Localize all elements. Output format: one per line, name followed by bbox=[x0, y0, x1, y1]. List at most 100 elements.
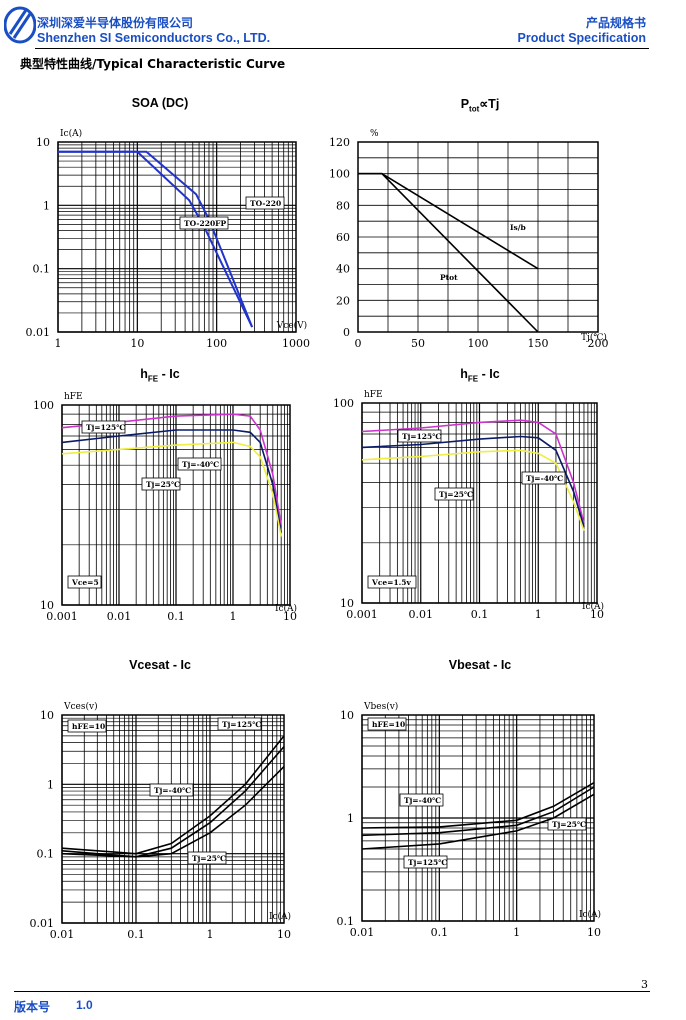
hfe1-title-sub: FE bbox=[147, 374, 159, 384]
y-tick-label: 100 bbox=[33, 399, 54, 412]
x-axis-label: Ic(A) bbox=[579, 909, 601, 920]
x-axis-label: Ic(A) bbox=[269, 911, 291, 922]
y-tick-label: 10 bbox=[40, 709, 54, 722]
series-label-box bbox=[521, 471, 566, 485]
version-value: 1.0 bbox=[76, 998, 93, 1012]
ptot-title-rest: ∝Tj bbox=[479, 97, 500, 111]
x-tick-label: 0.1 bbox=[431, 926, 449, 939]
hfe2-title-rest: - Ic bbox=[478, 367, 500, 381]
y-tick-label: 20 bbox=[336, 294, 350, 307]
x-tick-label: 0.1 bbox=[127, 928, 145, 941]
x-tick-label: 10 bbox=[283, 610, 297, 623]
chart-title-hfe2: hFE - Ic bbox=[400, 367, 560, 384]
note-label: Vce=1.5v bbox=[371, 578, 411, 587]
series-label-box bbox=[187, 851, 227, 865]
y-axis-label: hFE bbox=[64, 392, 83, 402]
doc-title-en: Product Specification bbox=[517, 31, 647, 45]
y-tick-label: 10 bbox=[340, 597, 354, 610]
x-tick-label: 1 bbox=[535, 608, 542, 621]
series-line bbox=[61, 441, 282, 537]
chart-title-vcesat: Vcesat - Ic bbox=[129, 658, 191, 672]
plot-frame bbox=[357, 141, 599, 333]
hfe2-title-main: h bbox=[460, 367, 468, 381]
x-tick-label: 10 bbox=[587, 926, 601, 939]
page-number: 3 bbox=[641, 978, 648, 991]
y-axis-label: Vbes(v) bbox=[363, 701, 398, 712]
note-box bbox=[367, 717, 407, 731]
series-line bbox=[361, 419, 585, 524]
series-label-box bbox=[179, 216, 229, 230]
series-line bbox=[361, 793, 595, 850]
x-tick-label: 0.01 bbox=[50, 928, 75, 941]
soa-chart: 1 10 100 1000 10 1 0.1 0.01 Vce(V) Ic(A) TO-220 TO-… bbox=[26, 128, 311, 350]
y-axis-label: hFE bbox=[364, 390, 383, 400]
series-label: Tj=125℃ bbox=[86, 423, 125, 432]
x-tick-label: 0.001 bbox=[46, 610, 78, 623]
series-label: Tj=125℃ bbox=[402, 432, 441, 441]
x-tick-label: 200 bbox=[588, 337, 609, 350]
y-tick-label: 0.01 bbox=[26, 326, 51, 339]
x-tick-label: 0.01 bbox=[350, 926, 375, 939]
y-tick-label: 1 bbox=[47, 778, 54, 791]
series-label: Ptot bbox=[440, 273, 458, 282]
x-tick-label: 0 bbox=[355, 337, 362, 350]
series-line bbox=[361, 435, 585, 528]
x-tick-label: 0.1 bbox=[471, 608, 489, 621]
y-axis-label: % bbox=[370, 129, 379, 139]
series-line bbox=[361, 449, 585, 531]
series-label-box bbox=[149, 783, 194, 797]
note-box bbox=[67, 575, 102, 589]
series-label: Tj=-40℃ bbox=[154, 786, 191, 795]
y-tick-label: 0.1 bbox=[37, 848, 55, 861]
series-label-box bbox=[81, 420, 126, 434]
x-tick-label: 0.1 bbox=[167, 610, 185, 623]
x-tick-label: 100 bbox=[206, 337, 227, 350]
doc-title-cn: 产品规格书 bbox=[585, 16, 646, 30]
y-tick-label: 0.1 bbox=[33, 263, 51, 276]
x-tick-label: 1000 bbox=[282, 337, 310, 350]
y-tick-label: 100 bbox=[330, 168, 350, 181]
x-tick-label: 1 bbox=[513, 926, 520, 939]
x-axis-label: Ic(A) bbox=[582, 601, 604, 612]
plot-frame bbox=[361, 714, 595, 922]
series-label: Tj=125℃ bbox=[408, 858, 447, 867]
series-label: Tj=25℃ bbox=[552, 820, 586, 829]
x-tick-label: 0.01 bbox=[409, 608, 434, 621]
y-tick-label: 60 bbox=[336, 231, 350, 244]
x-tick-label: 1 bbox=[207, 928, 214, 941]
y-tick-label: 100 bbox=[333, 397, 354, 410]
series-label-box bbox=[434, 487, 474, 501]
y-tick-label: 120 bbox=[330, 136, 350, 149]
series-label: Tj=25℃ bbox=[192, 854, 226, 863]
hfe1-title-main: h bbox=[140, 367, 148, 381]
version-label: 版本号 bbox=[14, 1000, 51, 1014]
series-label-box bbox=[397, 429, 442, 443]
series-label: Tj=-40℃ bbox=[526, 474, 563, 483]
series-line bbox=[58, 150, 254, 328]
series-label-box bbox=[547, 817, 587, 831]
chart-title-vbesat: Vbesat - Ic bbox=[448, 658, 512, 672]
plot-frame bbox=[61, 714, 285, 924]
y-tick-label: 0.01 bbox=[30, 917, 55, 930]
plot-frame bbox=[57, 141, 297, 333]
y-axis-label: Vces(v) bbox=[63, 701, 98, 712]
plot-frame bbox=[61, 404, 291, 606]
x-axis-label: Tj(℃) bbox=[581, 332, 607, 343]
series-label: Tj=125℃ bbox=[222, 720, 261, 729]
plot-frame bbox=[361, 402, 598, 604]
x-tick-label: 1 bbox=[230, 610, 237, 623]
series-line bbox=[58, 150, 254, 328]
ptot-title-main: P bbox=[460, 97, 470, 111]
y-axis-label: Ic(A) bbox=[60, 128, 82, 139]
chart-title-hfe1: hFE - Ic bbox=[80, 367, 240, 384]
company-name-en: Shenzhen SI Semiconductors Co., LTD. bbox=[37, 31, 271, 45]
x-tick-label: 10 bbox=[590, 608, 604, 621]
series-line bbox=[358, 172, 539, 333]
y-tick-label: 0 bbox=[343, 326, 350, 339]
y-tick-label: 1 bbox=[43, 199, 50, 212]
note-box bbox=[367, 575, 417, 589]
series-label: Tj=25℃ bbox=[146, 480, 180, 489]
series-line bbox=[61, 735, 285, 855]
